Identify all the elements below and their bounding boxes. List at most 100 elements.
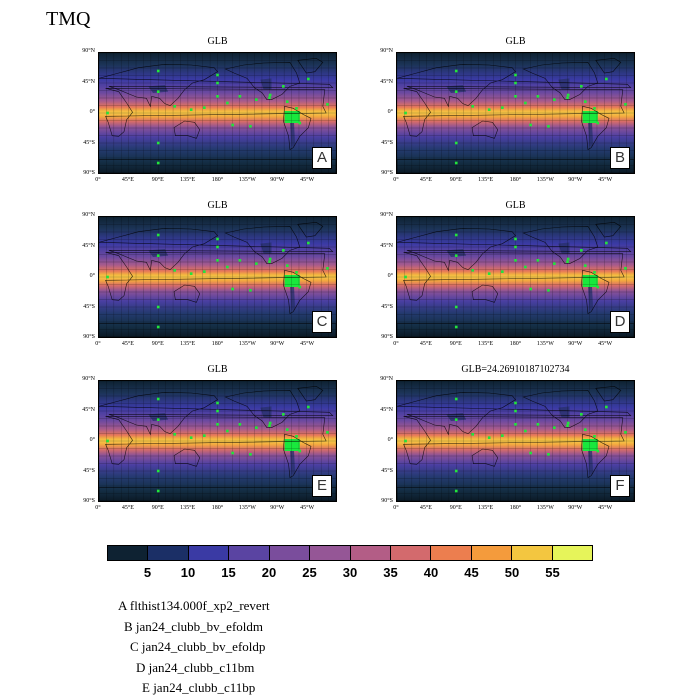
panel-letter: F (610, 475, 630, 497)
lon-tick-label: 90°E (151, 177, 164, 183)
lon-tick-label: 180° (211, 505, 224, 511)
lat-tick-label: 45°S (381, 139, 393, 146)
lat-tick-label: 45°N (380, 406, 393, 413)
lon-tick-label: 45°W (598, 177, 613, 183)
map-plot: C (98, 216, 337, 338)
lon-tick-label: 90°W (270, 177, 285, 183)
panel-letter: A (312, 147, 332, 169)
lon-tick-label: 135°E (180, 505, 196, 511)
lon-tick-label: 135°E (180, 177, 196, 183)
lon-tick-label: 45°W (300, 341, 315, 347)
lon-tick-label: 45°E (121, 505, 134, 511)
colorbar-tick-label: 10 (180, 565, 196, 580)
legend-entry: C jan24_clubb_bv_efoldp (130, 639, 266, 654)
panel-letter: B (610, 147, 630, 169)
colorbar-tick-label: 20 (261, 565, 277, 580)
lon-tick-label: 90°W (270, 505, 285, 511)
colorbar-tick-label: 30 (342, 565, 358, 580)
colorbar-tick-label: 15 (221, 565, 236, 580)
colorbar-swatch (269, 546, 311, 560)
map-panel-c: GLB C 90°N 45°N 0° 45°S 90°S 0° 45°E 90°E 135°E 180… (82, 200, 373, 360)
map-panel-d: GLB D 90°N 45°N 0° 45°S 90°S 0° 45°E 90°E 135°E 180… (380, 200, 671, 360)
lon-tick-label: 0° (95, 505, 101, 511)
map-plot: F (396, 380, 635, 502)
lat-tick-label: 45°S (83, 467, 95, 474)
panel-title: GLB (207, 200, 228, 211)
lon-tick-label: 90°E (449, 505, 462, 511)
lon-tick-label: 90°E (151, 505, 164, 511)
lon-tick-label: 90°W (568, 505, 583, 511)
lon-tick-label: 45°E (121, 177, 134, 183)
map-plot: A (98, 52, 337, 174)
lon-tick-label: 135°W (238, 341, 256, 347)
lat-tick-label: 0° (387, 437, 393, 443)
lon-tick-label: 0° (95, 177, 101, 183)
world-map (99, 217, 336, 337)
lat-tick-label: 90°N (82, 212, 95, 218)
colorbar-swatch (310, 546, 351, 560)
lat-tick-label: 45°N (82, 78, 95, 85)
lat-tick-label: 45°N (380, 78, 393, 85)
lon-tick-label: 135°W (536, 341, 554, 347)
lat-tick-label: 45°S (83, 303, 95, 310)
lon-tick-label: 180° (211, 177, 224, 183)
lon-tick-label: 90°W (270, 341, 285, 347)
lon-tick-label: 0° (95, 341, 101, 347)
lat-tick-label: 90°N (82, 48, 95, 54)
lon-tick-label: 90°W (568, 177, 583, 183)
colorbar-tick-label: 55 (545, 565, 560, 580)
colorbar-swatch (108, 546, 149, 560)
lon-tick-label: 45°E (419, 177, 432, 183)
lon-tick-label: 45°W (598, 505, 613, 511)
lon-tick-label: 0° (393, 341, 399, 347)
colorbar-swatch (188, 546, 230, 560)
lon-tick-label: 45°E (121, 341, 134, 347)
lat-tick-label: 90°N (380, 48, 393, 54)
legend-entry: E jan24_clubb_c11bp (142, 680, 256, 695)
legend-entry: A flthist134.000f_xp2_revert (118, 598, 270, 613)
lon-tick-label: 180° (211, 341, 224, 347)
lat-tick-label: 90°S (83, 334, 95, 340)
lon-tick-label: 45°W (300, 177, 315, 183)
panel-title: GLB (207, 364, 228, 375)
lat-tick-label: 90°S (83, 498, 95, 504)
colorbar-swatch (148, 546, 189, 560)
lon-tick-label: 135°W (536, 177, 554, 183)
lat-tick-label: 90°S (381, 170, 393, 176)
lon-tick-label: 180° (509, 341, 522, 347)
panel-title: GLB (505, 200, 526, 211)
panel-letter: D (610, 311, 630, 333)
lon-tick-label: 135°E (478, 341, 494, 347)
colorbar-swatch (431, 546, 472, 560)
world-map (397, 217, 634, 337)
colorbar-tick-label: 5 (143, 565, 152, 580)
legend-entry: D jan24_clubb_c11bm (136, 659, 255, 675)
map-panel-a: GLB A 90°N 45°N 0° 45°S 90°S 0° 45°E 90°E 135°E 180… (82, 36, 373, 196)
lon-tick-label: 135°W (238, 177, 256, 183)
map-plot: E (98, 380, 337, 502)
lat-tick-label: 45°S (83, 139, 95, 146)
lon-tick-label: 45°W (598, 341, 613, 347)
lon-tick-label: 180° (509, 505, 522, 511)
map-panel-e: GLB E 90°N 45°N 0° 45°S 90°S 0° 45°E 90°E 135°E 180… (82, 364, 373, 524)
legend: A flthist134.000f_xp2_revert B jan24_club… (118, 596, 270, 699)
lat-tick-label: 90°N (380, 212, 393, 218)
colorbar-tick-label: 25 (302, 565, 317, 580)
lat-tick-label: 0° (89, 109, 95, 115)
lat-tick-label: 90°S (381, 498, 393, 504)
page-title: TMQ (46, 8, 91, 30)
world-map (397, 53, 634, 173)
lon-tick-label: 45°E (419, 341, 432, 347)
lat-tick-label: 90°N (380, 376, 393, 382)
map-panel-f: GLB=24.26910187102734 F 90°N 45°N 0° 45°S 90°S… (380, 364, 671, 524)
colorbar-swatch (471, 546, 513, 560)
lat-tick-label: 90°N (82, 376, 95, 382)
lon-tick-label: 90°E (449, 341, 462, 347)
colorbar-swatch (552, 546, 593, 560)
lon-tick-label: 135°E (478, 505, 494, 511)
colorbar-tick-label: 35 (383, 565, 398, 580)
colorbar-swatch (390, 546, 432, 560)
lon-tick-label: 135°W (536, 505, 554, 511)
colorbar-swatch (350, 546, 391, 560)
lon-tick-label: 180° (509, 177, 522, 183)
